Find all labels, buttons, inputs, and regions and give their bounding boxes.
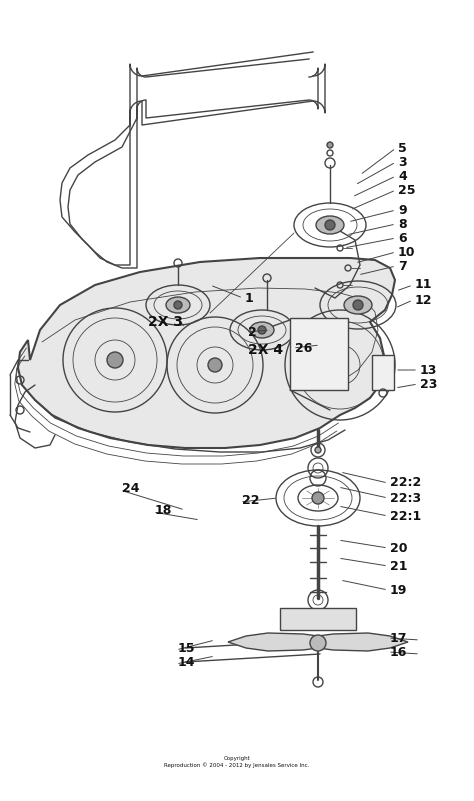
Circle shape <box>312 492 324 504</box>
Text: 21: 21 <box>390 560 408 573</box>
Text: 12: 12 <box>415 293 432 307</box>
Text: 15: 15 <box>178 642 195 654</box>
Circle shape <box>325 220 335 230</box>
Text: 2X 3: 2X 3 <box>148 315 183 329</box>
Ellipse shape <box>166 297 190 313</box>
Text: 26: 26 <box>295 341 312 355</box>
Text: 8: 8 <box>398 218 407 231</box>
Text: 23: 23 <box>420 377 438 391</box>
Polygon shape <box>228 633 408 651</box>
Ellipse shape <box>250 322 274 338</box>
Circle shape <box>107 352 123 368</box>
Text: 19: 19 <box>390 583 407 597</box>
Circle shape <box>208 358 222 372</box>
Text: 22:3: 22:3 <box>390 492 421 505</box>
Text: 18: 18 <box>155 504 173 517</box>
Text: 4: 4 <box>398 170 407 183</box>
FancyBboxPatch shape <box>290 318 348 390</box>
Text: 9: 9 <box>398 203 407 216</box>
Circle shape <box>174 301 182 309</box>
Text: 2: 2 <box>248 325 257 339</box>
Ellipse shape <box>344 296 372 314</box>
Text: 22: 22 <box>242 493 259 506</box>
Text: 5: 5 <box>398 142 407 155</box>
Text: 14: 14 <box>178 655 195 669</box>
Text: 13: 13 <box>420 364 438 376</box>
Text: 11: 11 <box>415 279 432 292</box>
Polygon shape <box>18 258 395 448</box>
Ellipse shape <box>316 216 344 234</box>
Circle shape <box>327 142 333 148</box>
Text: 22:2: 22:2 <box>390 477 421 489</box>
Text: 10: 10 <box>398 245 416 259</box>
Circle shape <box>258 326 266 334</box>
Text: 20: 20 <box>390 541 408 554</box>
Circle shape <box>353 300 363 310</box>
Text: 22:1: 22:1 <box>390 509 421 522</box>
Circle shape <box>315 447 321 453</box>
FancyBboxPatch shape <box>372 355 394 390</box>
Text: 7: 7 <box>398 260 407 272</box>
Text: 16: 16 <box>390 646 407 658</box>
Text: 17: 17 <box>390 631 408 645</box>
Text: 1: 1 <box>245 292 254 304</box>
Text: 3: 3 <box>398 155 407 168</box>
FancyBboxPatch shape <box>280 608 356 630</box>
Circle shape <box>332 357 348 373</box>
Text: 25: 25 <box>398 183 416 196</box>
Circle shape <box>310 635 326 651</box>
Text: 2X 4: 2X 4 <box>248 343 283 357</box>
Text: 6: 6 <box>398 231 407 244</box>
Text: Copyright
Reproduction © 2004 - 2012 by Jensales Service Inc.: Copyright Reproduction © 2004 - 2012 by … <box>164 756 310 768</box>
Text: 24: 24 <box>122 481 139 494</box>
